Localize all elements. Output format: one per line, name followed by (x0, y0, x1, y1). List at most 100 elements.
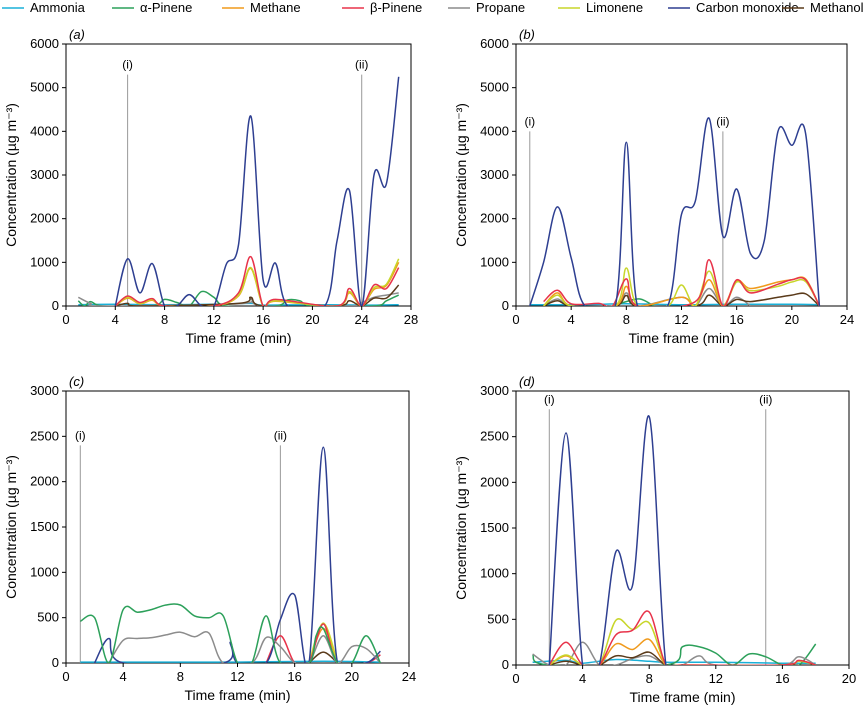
legend-entry: β-Pinene (342, 0, 422, 15)
legend-entry: Methanol (782, 0, 864, 15)
x-tick-label: 8 (623, 312, 630, 327)
series-line (549, 651, 683, 665)
legend-label: Methanol (810, 0, 864, 15)
y-tick-label: 3000 (30, 167, 59, 182)
event-marker-label: (i) (122, 58, 133, 72)
legend-label: Propane (476, 0, 525, 15)
y-tick-label: 1000 (30, 254, 59, 269)
y-tick-label: 1500 (480, 520, 509, 535)
x-tick-label: 8 (161, 312, 168, 327)
series-line (79, 603, 382, 663)
x-axis-title: Time frame (min) (184, 687, 290, 703)
legend-label: Ammonia (30, 0, 86, 15)
x-tick-label: 24 (840, 312, 854, 327)
chart-panel: 0 4 8 12 16 20 24 0 1000 2000 3000 4000 5000 6000 Time… (453, 27, 854, 346)
series-line (543, 258, 821, 306)
y-tick-label: 4000 (480, 123, 509, 138)
x-tick-label: 0 (512, 312, 519, 327)
series-line (543, 276, 821, 306)
y-tick-label: 6000 (480, 36, 509, 51)
x-tick-label: 24 (354, 312, 368, 327)
series-group (79, 446, 382, 663)
chart-panels: 0 4 8 12 16 20 24 280100020003000400050006000Ti… (3, 27, 856, 705)
x-tick-label: 20 (785, 312, 799, 327)
chart-panel: 0 4 8 12 16 20 0 500 1000 1500 2000 2500 3000 Time fr… (453, 374, 856, 705)
plot-frame (65, 43, 412, 307)
y-tick-label: 1500 (30, 519, 59, 534)
y-tick-label: 6000 (30, 36, 59, 51)
legend: Ammonia α-Pinene Methane β-Pinene Propane Lim… (2, 0, 864, 15)
legend-label: Carbon monoxide (696, 0, 799, 15)
plot-frame (515, 43, 848, 307)
y-tick-label: 2000 (30, 474, 59, 489)
event-marker-label: (ii) (716, 114, 729, 128)
event-marker-label: (ii) (759, 392, 772, 406)
y-tick-label: 3000 (480, 383, 509, 398)
y-axis-title: Concentration (µg m⁻³) (3, 103, 19, 247)
x-tick-label: 4 (568, 312, 575, 327)
panel-label: (b) (519, 27, 535, 42)
legend-label: α-Pinene (140, 0, 192, 15)
series-line (543, 267, 821, 306)
x-tick-label: 28 (404, 312, 418, 327)
panel-label: (c) (69, 374, 84, 389)
event-marker-label: (i) (524, 114, 535, 128)
x-tick-label: 12 (207, 312, 221, 327)
y-tick-label: 5000 (30, 80, 59, 95)
x-tick-label: 16 (287, 669, 301, 684)
legend-label: Methane (250, 0, 301, 15)
panel-label: (d) (519, 374, 535, 389)
y-tick-label: 3000 (30, 383, 59, 398)
x-tick-label: 0 (62, 669, 69, 684)
event-marker-label: (ii) (355, 58, 368, 72)
series-line (93, 446, 381, 663)
x-axis-title: Time frame (min) (185, 330, 291, 346)
event-marker-label: (i) (75, 428, 86, 442)
x-tick-label: 12 (230, 669, 244, 684)
x-tick-label: 8 (646, 671, 653, 686)
x-tick-label: 24 (402, 669, 416, 684)
series-line (114, 255, 400, 306)
x-axis-title: Time frame (min) (628, 330, 734, 346)
series-line (532, 643, 817, 665)
x-tick-label: 8 (177, 669, 184, 684)
event-marker-label: (i) (544, 392, 555, 406)
series-line (265, 623, 381, 663)
x-tick-label: 4 (579, 671, 586, 686)
y-tick-label: 5000 (480, 80, 509, 95)
y-tick-label: 2000 (480, 211, 509, 226)
y-tick-label: 4000 (30, 123, 59, 138)
plot-frame (65, 390, 410, 664)
x-tick-label: 4 (120, 669, 127, 684)
x-tick-label: 16 (775, 671, 789, 686)
y-tick-label: 1000 (480, 254, 509, 269)
y-tick-label: 2000 (480, 474, 509, 489)
legend-entry: Propane (448, 0, 525, 15)
x-tick-label: 20 (345, 669, 359, 684)
x-tick-label: 12 (674, 312, 688, 327)
event-marker-label: (ii) (274, 428, 287, 442)
legend-entry: Carbon monoxide (668, 0, 799, 15)
y-tick-label: 0 (502, 657, 509, 672)
plot-frame (515, 390, 850, 666)
series-line (115, 284, 400, 306)
legend-label: Limonene (586, 0, 643, 15)
series-line (532, 658, 816, 664)
x-axis-title: Time frame (min) (629, 689, 735, 705)
x-tick-label: 0 (62, 312, 69, 327)
series-line (543, 292, 820, 306)
series-line (548, 610, 816, 665)
series-line (114, 76, 400, 306)
series-line (529, 117, 821, 306)
y-axis-title: Concentration (µg m⁻³) (453, 103, 469, 247)
legend-label: β-Pinene (370, 0, 422, 15)
legend-entry: Ammonia (2, 0, 86, 15)
y-tick-label: 0 (52, 298, 59, 313)
y-axis-title: Concentration (µg m⁻³) (453, 456, 469, 600)
x-tick-label: 20 (305, 312, 319, 327)
y-tick-label: 500 (37, 610, 59, 625)
legend-entry: α-Pinene (112, 0, 192, 15)
series-group (532, 415, 817, 665)
chart-panel: 0 4 8 12 16 20 24 28 0 1000 2000 3000 4000 5000 6000 Ti… (3, 27, 418, 346)
